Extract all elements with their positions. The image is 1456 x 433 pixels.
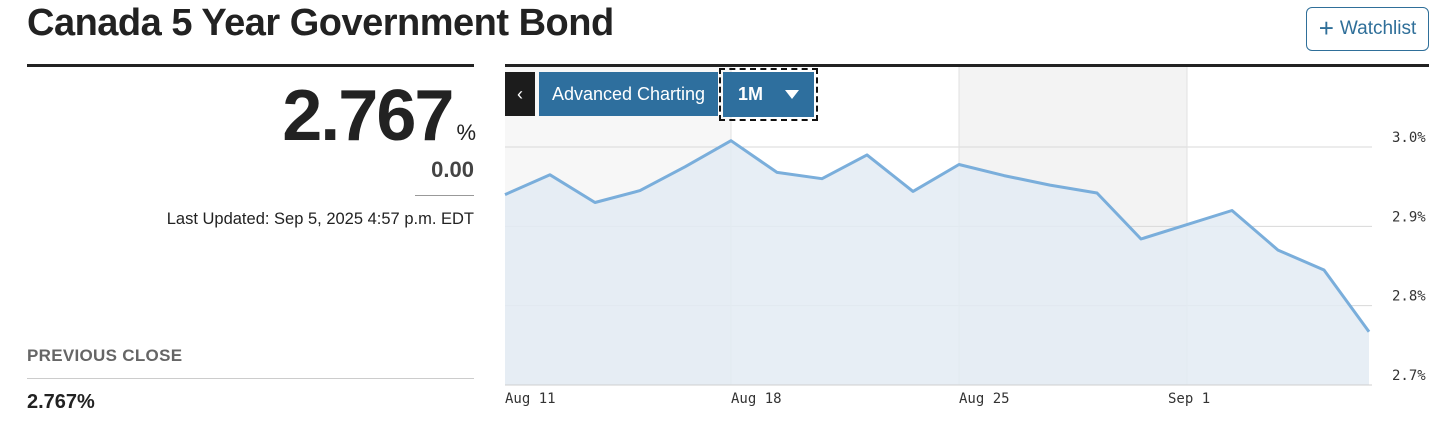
change-divider [415,195,474,196]
time-range-value: 1M [738,84,764,104]
time-range-dropdown[interactable]: 1M [719,68,818,121]
series-area [505,140,1369,385]
plus-icon: + [1318,12,1334,43]
price-unit: % [456,120,476,145]
price-block: 2.767 % [282,80,476,152]
x-tick-label: Aug 25 [959,391,1010,407]
y-tick-label: 3.0% [1392,130,1426,146]
x-tick-label: Sep 1 [1168,391,1210,407]
chevron-left-icon: ‹ [517,83,523,104]
previous-close-label: PREVIOUS CLOSE [27,346,183,365]
x-tick-label: Aug 11 [505,391,556,407]
collapse-chevron-button[interactable]: ‹ [505,72,535,116]
watchlist-label: Watchlist [1339,18,1417,39]
y-tick-label: 2.8% [1392,289,1426,305]
price-change: 0.00 [431,157,474,182]
caret-down-icon [785,90,799,99]
advanced-charting-button[interactable]: Advanced Charting [539,72,718,116]
y-tick-label: 2.7% [1392,368,1426,384]
series-line [504,139,1371,333]
page-title: Canada 5 Year Government Bond [27,2,614,44]
previous-close-value: 2.767% [27,391,95,413]
x-tick-label: Aug 18 [731,391,782,407]
last-updated-timestamp: Last Updated: Sep 5, 2025 4:57 p.m. EDT [166,210,474,228]
previous-close-divider [27,378,474,379]
add-watchlist-button[interactable]: + Watchlist [1306,7,1429,51]
chart-top-divider [505,64,1429,67]
y-tick-label: 2.9% [1392,209,1426,225]
current-price: 2.767 [282,76,454,156]
quote-top-divider [27,64,474,67]
